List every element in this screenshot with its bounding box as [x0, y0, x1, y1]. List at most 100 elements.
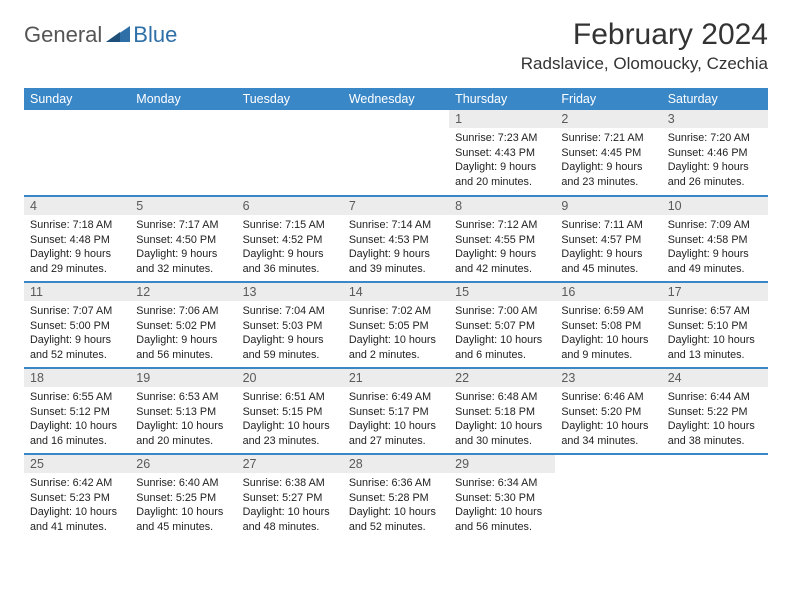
calendar-cell: 10Sunrise: 7:09 AMSunset: 4:58 PMDayligh… [662, 196, 768, 282]
day-details: Sunrise: 6:55 AMSunset: 5:12 PMDaylight:… [24, 387, 130, 452]
sunrise-text: Sunrise: 7:21 AM [561, 131, 655, 146]
sunset-text: Sunset: 5:07 PM [455, 319, 549, 334]
calendar-cell: 8Sunrise: 7:12 AMSunset: 4:55 PMDaylight… [449, 196, 555, 282]
sunrise-text: Sunrise: 6:48 AM [455, 390, 549, 405]
page-title: February 2024 [521, 18, 768, 52]
sunset-text: Sunset: 4:50 PM [136, 233, 230, 248]
sunrise-text: Sunrise: 7:02 AM [349, 304, 443, 319]
daylight-text-2: and 48 minutes. [243, 520, 337, 535]
sunrise-text: Sunrise: 6:55 AM [30, 390, 124, 405]
sunset-text: Sunset: 4:46 PM [668, 146, 762, 161]
calendar-cell: 27Sunrise: 6:38 AMSunset: 5:27 PMDayligh… [237, 454, 343, 540]
day-header: Saturday [662, 88, 768, 110]
day-header: Wednesday [343, 88, 449, 110]
sunrise-text: Sunrise: 7:17 AM [136, 218, 230, 233]
calendar-row: 18Sunrise: 6:55 AMSunset: 5:12 PMDayligh… [24, 368, 768, 454]
sunrise-text: Sunrise: 7:12 AM [455, 218, 549, 233]
day-details: Sunrise: 6:59 AMSunset: 5:08 PMDaylight:… [555, 301, 661, 366]
sunset-text: Sunset: 4:53 PM [349, 233, 443, 248]
calendar-cell: 15 Sunrise: 7:00 AMSunset: 5:07 PMDayligh… [449, 282, 555, 368]
day-header-row: Sunday Monday Tuesday Wednesday Thursday… [24, 88, 768, 110]
day-number: 29 [449, 455, 555, 473]
calendar-cell: 3Sunrise: 7:20 AMSunset: 4:46 PMDaylight… [662, 110, 768, 196]
calendar-cell: 24Sunrise: 6:44 AMSunset: 5:22 PMDayligh… [662, 368, 768, 454]
daylight-text-2: and 39 minutes. [349, 262, 443, 277]
sunrise-text: Sunrise: 7:11 AM [561, 218, 655, 233]
calendar-row: 11Sunrise: 7:07 AMSunset: 5:00 PMDayligh… [24, 282, 768, 368]
daylight-text-2: and 49 minutes. [668, 262, 762, 277]
day-number: 25 [24, 455, 130, 473]
sunset-text: Sunset: 5:28 PM [349, 491, 443, 506]
daylight-text-1: Daylight: 10 hours [561, 419, 655, 434]
sunrise-text: Sunrise: 7:23 AM [455, 131, 549, 146]
day-details: Sunrise: 7:18 AMSunset: 4:48 PMDaylight:… [24, 215, 130, 280]
day-number: 26 [130, 455, 236, 473]
sunrise-text: Sunrise: 6:46 AM [561, 390, 655, 405]
sunset-text: Sunset: 4:48 PM [30, 233, 124, 248]
daylight-text-2: and 13 minutes. [668, 348, 762, 363]
daylight-text-1: Daylight: 10 hours [30, 505, 124, 520]
sunrise-text: Sunrise: 6:40 AM [136, 476, 230, 491]
calendar-cell: 23Sunrise: 6:46 AMSunset: 5:20 PMDayligh… [555, 368, 661, 454]
day-details: Sunrise: 7:21 AMSunset: 4:45 PMDaylight:… [555, 128, 661, 193]
day-number: 24 [662, 369, 768, 387]
day-details: Sunrise: 7:17 AMSunset: 4:50 PMDaylight:… [130, 215, 236, 280]
daylight-text-2: and 2 minutes. [349, 348, 443, 363]
sunrise-text: Sunrise: 7:00 AM [455, 304, 549, 319]
brand-part2: Blue [133, 22, 177, 48]
calendar-cell: 9Sunrise: 7:11 AMSunset: 4:57 PMDaylight… [555, 196, 661, 282]
sunset-text: Sunset: 5:00 PM [30, 319, 124, 334]
daylight-text-2: and 23 minutes. [561, 175, 655, 190]
daylight-text-1: Daylight: 10 hours [349, 333, 443, 348]
day-header: Sunday [24, 88, 130, 110]
daylight-text-1: Daylight: 10 hours [561, 333, 655, 348]
daylight-text-2: and 45 minutes. [136, 520, 230, 535]
daylight-text-1: Daylight: 10 hours [30, 419, 124, 434]
sunset-text: Sunset: 4:45 PM [561, 146, 655, 161]
calendar-cell: 6Sunrise: 7:15 AMSunset: 4:52 PMDaylight… [237, 196, 343, 282]
day-number: 12 [130, 283, 236, 301]
calendar-cell: 14Sunrise: 7:02 AMSunset: 5:05 PMDayligh… [343, 282, 449, 368]
day-number: 5 [130, 197, 236, 215]
calendar-cell [130, 110, 236, 196]
calendar-cell: 16Sunrise: 6:59 AMSunset: 5:08 PMDayligh… [555, 282, 661, 368]
daylight-text-1: Daylight: 10 hours [243, 505, 337, 520]
day-number: 1 [449, 110, 555, 128]
day-header: Thursday [449, 88, 555, 110]
sunrise-text: Sunrise: 7:20 AM [668, 131, 762, 146]
day-number: 8 [449, 197, 555, 215]
day-details: Sunrise: 7:09 AMSunset: 4:58 PMDaylight:… [662, 215, 768, 280]
sunset-text: Sunset: 5:22 PM [668, 405, 762, 420]
daylight-text-1: Daylight: 10 hours [668, 333, 762, 348]
day-number: 15 [449, 283, 555, 301]
daylight-text-1: Daylight: 9 hours [30, 247, 124, 262]
sunset-text: Sunset: 4:57 PM [561, 233, 655, 248]
daylight-text-2: and 32 minutes. [136, 262, 230, 277]
day-details: Sunrise: 6:42 AMSunset: 5:23 PMDaylight:… [24, 473, 130, 538]
calendar-cell: 5Sunrise: 7:17 AMSunset: 4:50 PMDaylight… [130, 196, 236, 282]
calendar-cell: 22Sunrise: 6:48 AMSunset: 5:18 PMDayligh… [449, 368, 555, 454]
daylight-text-2: and 34 minutes. [561, 434, 655, 449]
sunset-text: Sunset: 5:13 PM [136, 405, 230, 420]
sunset-text: Sunset: 5:10 PM [668, 319, 762, 334]
day-number: 3 [662, 110, 768, 128]
sunset-text: Sunset: 5:25 PM [136, 491, 230, 506]
sunrise-text: Sunrise: 6:49 AM [349, 390, 443, 405]
daylight-text-1: Daylight: 10 hours [455, 333, 549, 348]
header: General Blue February 2024 Radslavice, O… [24, 18, 768, 74]
day-header: Friday [555, 88, 661, 110]
sunset-text: Sunset: 5:12 PM [30, 405, 124, 420]
day-number: 23 [555, 369, 661, 387]
day-details: Sunrise: 6:46 AMSunset: 5:20 PMDaylight:… [555, 387, 661, 452]
calendar-cell: 17Sunrise: 6:57 AMSunset: 5:10 PMDayligh… [662, 282, 768, 368]
daylight-text-2: and 20 minutes. [455, 175, 549, 190]
calendar-cell: 1Sunrise: 7:23 AMSunset: 4:43 PMDaylight… [449, 110, 555, 196]
sunset-text: Sunset: 5:08 PM [561, 319, 655, 334]
sunrise-text: Sunrise: 6:57 AM [668, 304, 762, 319]
calendar-row: 1Sunrise: 7:23 AMSunset: 4:43 PMDaylight… [24, 110, 768, 196]
daylight-text-1: Daylight: 9 hours [561, 160, 655, 175]
calendar-cell: 12Sunrise: 7:06 AMSunset: 5:02 PMDayligh… [130, 282, 236, 368]
sunset-text: Sunset: 4:52 PM [243, 233, 337, 248]
calendar-cell [237, 110, 343, 196]
calendar-cell [662, 454, 768, 540]
